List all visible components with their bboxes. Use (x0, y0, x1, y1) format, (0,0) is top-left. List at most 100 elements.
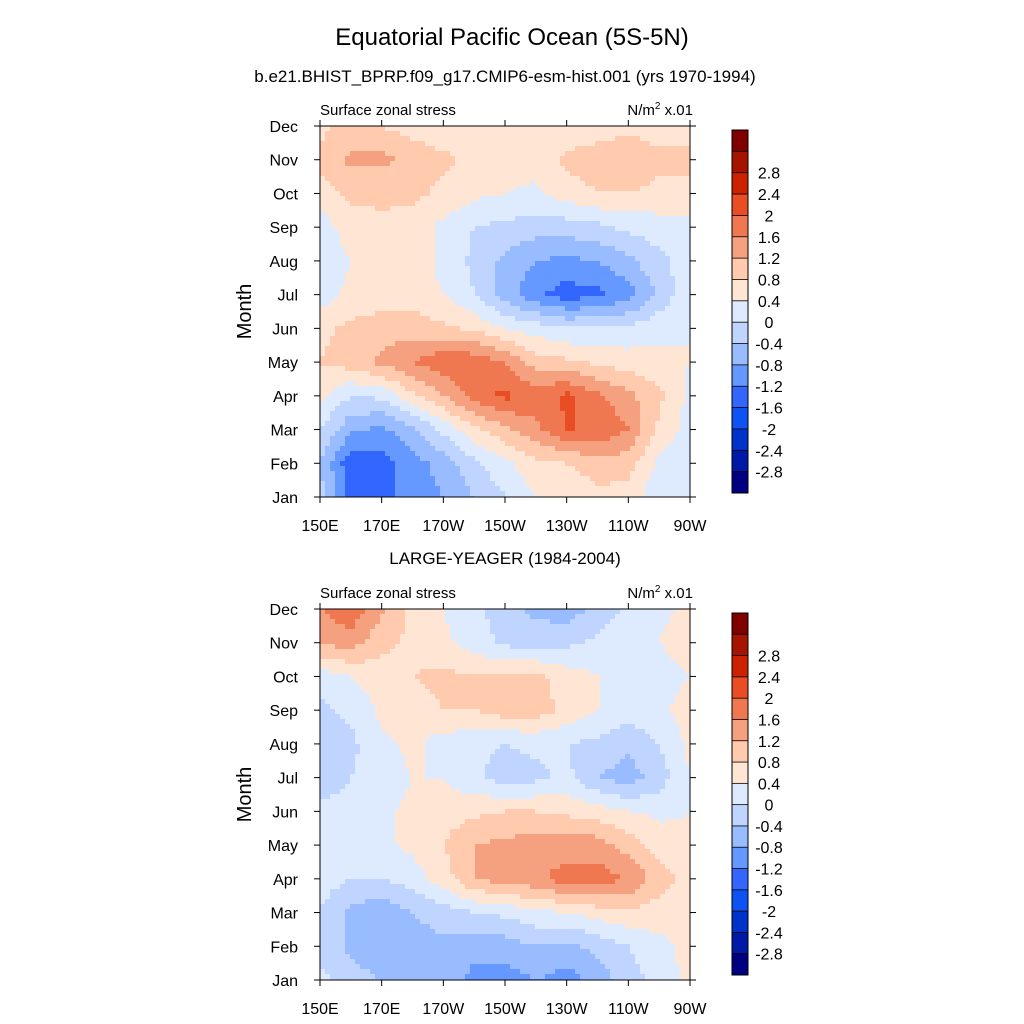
heatmap-cell (390, 291, 396, 297)
heatmap-cell (415, 346, 421, 352)
heatmap-cell (390, 371, 396, 377)
heatmap-cell (400, 396, 406, 402)
heatmap-cell (570, 421, 576, 427)
heatmap-cell (670, 151, 676, 157)
heatmap-cell (675, 221, 681, 227)
heatmap-cell (480, 171, 486, 177)
heatmap-cell (645, 356, 651, 362)
heatmap-cell (420, 271, 426, 277)
heatmap-cell (590, 281, 596, 287)
heatmap-cell (635, 336, 641, 342)
heatmap-cell (555, 181, 561, 187)
heatmap-cell (350, 131, 356, 137)
heatmap-cell (595, 341, 601, 347)
heatmap-cell (685, 151, 690, 157)
heatmap-cell (580, 351, 586, 357)
heatmap-cell (535, 311, 541, 317)
heatmap-cell (405, 336, 411, 342)
heatmap-cell (450, 201, 456, 207)
heatmap-cell (350, 236, 356, 242)
heatmap-cell (425, 201, 431, 207)
heatmap-cell (345, 191, 351, 197)
heatmap-cell (665, 366, 671, 372)
heatmap-cell (425, 146, 431, 152)
heatmap-cell (525, 276, 531, 282)
heatmap-cell (400, 341, 406, 347)
heatmap-cell (615, 251, 621, 257)
heatmap-cell (345, 306, 351, 312)
heatmap-cell (620, 366, 626, 372)
heatmap-cell (520, 316, 526, 322)
heatmap-cell (520, 186, 526, 192)
heatmap-cell (360, 151, 366, 157)
heatmap-cell (430, 446, 436, 452)
heatmap-cell (380, 166, 386, 172)
heatmap-cell (625, 126, 631, 132)
heatmap-cell (525, 211, 531, 217)
heatmap-cell (605, 311, 611, 317)
heatmap-cell (405, 366, 411, 372)
heatmap-cell (485, 226, 491, 232)
heatmap-cell (655, 186, 661, 192)
heatmap-cell (580, 346, 586, 352)
heatmap-cell (385, 381, 391, 387)
heatmap-cell (615, 401, 621, 407)
heatmap-cell (510, 281, 516, 287)
heatmap-cell (670, 366, 676, 372)
heatmap-cell (590, 386, 596, 392)
heatmap-cell (665, 316, 671, 322)
heatmap-cell (530, 306, 536, 312)
heatmap-cell (320, 246, 326, 252)
heatmap-cell (610, 371, 616, 377)
heatmap-cell (565, 361, 571, 367)
heatmap-cell (635, 356, 641, 362)
heatmap-cell (670, 451, 676, 457)
heatmap-cell (620, 156, 626, 162)
heatmap-cell (585, 376, 591, 382)
heatmap-cell (435, 181, 441, 187)
heatmap-cell (580, 161, 586, 167)
heatmap-cell (670, 351, 676, 357)
heatmap-cell (400, 426, 406, 432)
heatmap-cell (495, 381, 501, 387)
heatmap-cell (675, 156, 681, 162)
heatmap-cell (450, 291, 456, 297)
heatmap-cell (575, 266, 581, 272)
heatmap-cell (550, 181, 556, 187)
heatmap-cell (580, 136, 586, 142)
heatmap-cell (575, 326, 581, 332)
heatmap-cell (670, 221, 676, 227)
heatmap-cell (540, 431, 546, 437)
heatmap-cell (380, 321, 386, 327)
heatmap-cell (585, 391, 591, 397)
heatmap-cell (395, 251, 401, 257)
heatmap-cell (400, 371, 406, 377)
heatmap-cell (560, 196, 566, 202)
heatmap-cell (495, 206, 501, 212)
heatmap-cell (590, 426, 596, 432)
heatmap-cell (430, 396, 436, 402)
heatmap-cell (515, 331, 521, 337)
heatmap-cell (660, 266, 666, 272)
heatmap-cell (640, 226, 646, 232)
heatmap-cell (425, 321, 431, 327)
heatmap-cell (540, 266, 546, 272)
heatmap-cell (370, 276, 376, 282)
heatmap-cell (685, 146, 690, 152)
heatmap-cell (510, 361, 516, 367)
heatmap-cell (605, 176, 611, 182)
heatmap-cell (325, 221, 331, 227)
heatmap-cell (470, 166, 476, 172)
heatmap-cell (535, 296, 541, 302)
heatmap-cell (600, 231, 606, 237)
heatmap-cell (550, 166, 556, 172)
heatmap-cell (565, 301, 571, 307)
heatmap-cell (380, 351, 386, 357)
heatmap-cell (345, 401, 351, 407)
heatmap-cell (625, 216, 631, 222)
heatmap-cell (560, 336, 566, 342)
heatmap-cell (545, 331, 551, 337)
heatmap-cell (525, 151, 531, 157)
heatmap-cell (585, 446, 591, 452)
heatmap-cell (660, 321, 666, 327)
